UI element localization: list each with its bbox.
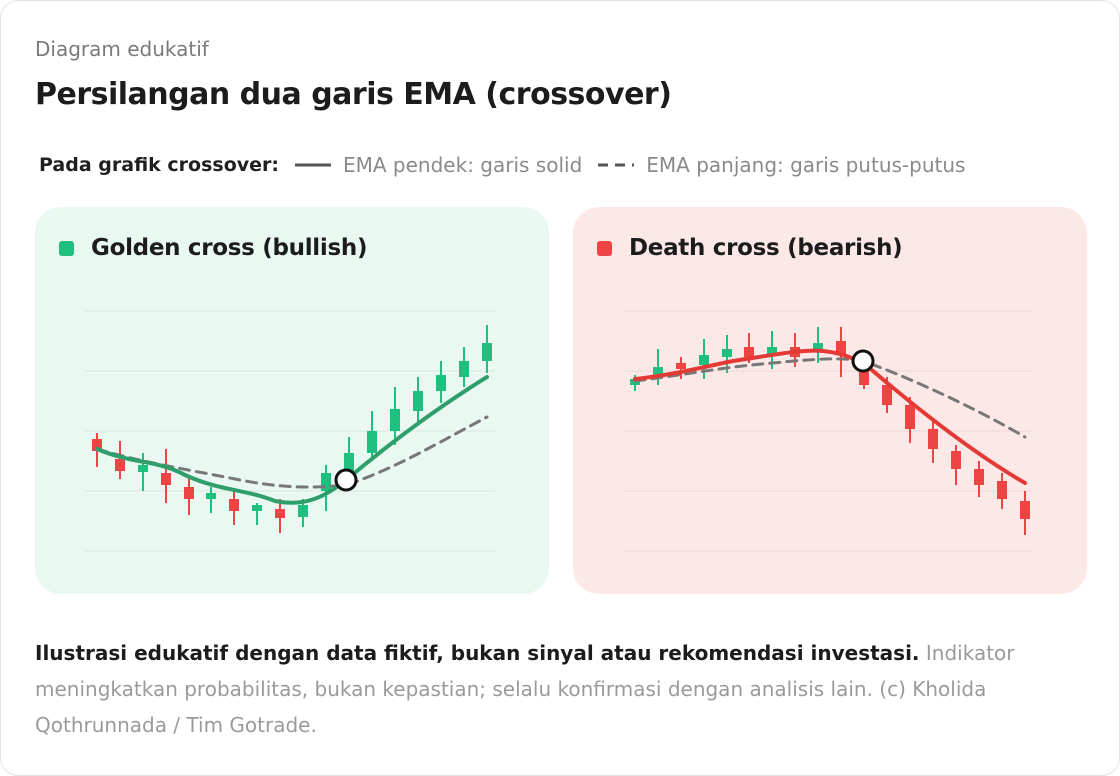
green-square-icon	[59, 240, 74, 256]
red-square-icon	[597, 240, 612, 256]
golden-cross-title: Golden cross (bullish)	[91, 235, 368, 261]
disclaimer: Ilustrasi edukatif dengan data fiktif, b…	[35, 635, 1095, 743]
golden-candles	[92, 325, 492, 533]
death-cross-header: Death cross (bearish)	[597, 235, 903, 261]
legend: Pada grafik crossover: EMA pendek: garis…	[39, 153, 981, 177]
golden-long-ema-line	[95, 415, 489, 489]
golden-short-ema-line	[95, 375, 489, 505]
disclaimer-strong: Ilustrasi edukatif dengan data fiktif, b…	[35, 641, 920, 665]
death-short-ema-line	[633, 348, 1027, 485]
eyebrow-label: Diagram edukatif	[35, 37, 209, 61]
death-candles	[630, 327, 1030, 535]
legend-long-ema-label: EMA panjang: garis putus-putus	[646, 153, 966, 177]
legend-short-ema-label: EMA pendek: garis solid	[343, 153, 583, 177]
golden-cross-panel: Golden cross (bullish)	[35, 207, 549, 594]
death-cross-point	[851, 349, 875, 373]
golden-cross-header: Golden cross (bullish)	[59, 235, 367, 261]
solid-line-icon	[295, 163, 331, 167]
page-title: Persilangan dua garis EMA (crossover)	[35, 77, 672, 112]
disclaimer-muted: Indikator meningkatkan probabilitas, buk…	[35, 641, 1015, 737]
death-long-ema-line	[633, 357, 1027, 439]
death-cross-chart	[623, 310, 1033, 552]
legend-short-ema: EMA pendek: garis solid	[295, 153, 582, 177]
legend-long-ema: EMA panjang: garis putus-putus	[598, 153, 965, 177]
death-cross-panel: Death cross (bearish)	[573, 207, 1087, 594]
legend-lead: Pada grafik crossover:	[39, 154, 279, 176]
dashed-line-icon	[598, 163, 635, 167]
golden-cross-point	[334, 468, 358, 492]
death-cross-title: Death cross (bearish)	[629, 235, 903, 261]
golden-cross-chart	[85, 310, 495, 552]
